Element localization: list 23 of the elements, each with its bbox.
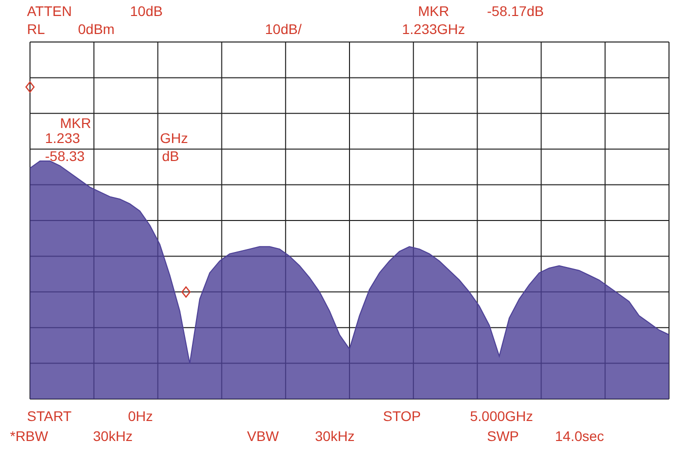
text: 10dB/	[265, 21, 302, 37]
text: MKR	[418, 3, 450, 19]
text: 30kHz	[93, 428, 133, 444]
text: -58.17dB	[487, 3, 544, 19]
text: 30kHz	[315, 428, 355, 444]
text: 1.233	[45, 130, 80, 146]
annotation: -58.33	[45, 148, 85, 164]
text: 5.000GHz	[470, 408, 534, 424]
text: STOP	[383, 408, 421, 424]
annotation: dB	[162, 148, 180, 164]
text: GHz	[160, 130, 188, 146]
text: SWP	[487, 428, 519, 444]
text: *RBW	[10, 428, 48, 444]
text: MKR	[60, 115, 92, 131]
text: ATTEN	[27, 3, 72, 19]
text: RL	[27, 21, 45, 37]
text: 1.233GHz	[402, 21, 466, 37]
text: 10dB	[130, 3, 163, 19]
text: 0dBm	[78, 21, 115, 37]
text: 0Hz	[128, 408, 153, 424]
text: START	[27, 408, 72, 424]
text: 14.0sec	[555, 428, 604, 444]
text: VBW	[247, 428, 279, 444]
